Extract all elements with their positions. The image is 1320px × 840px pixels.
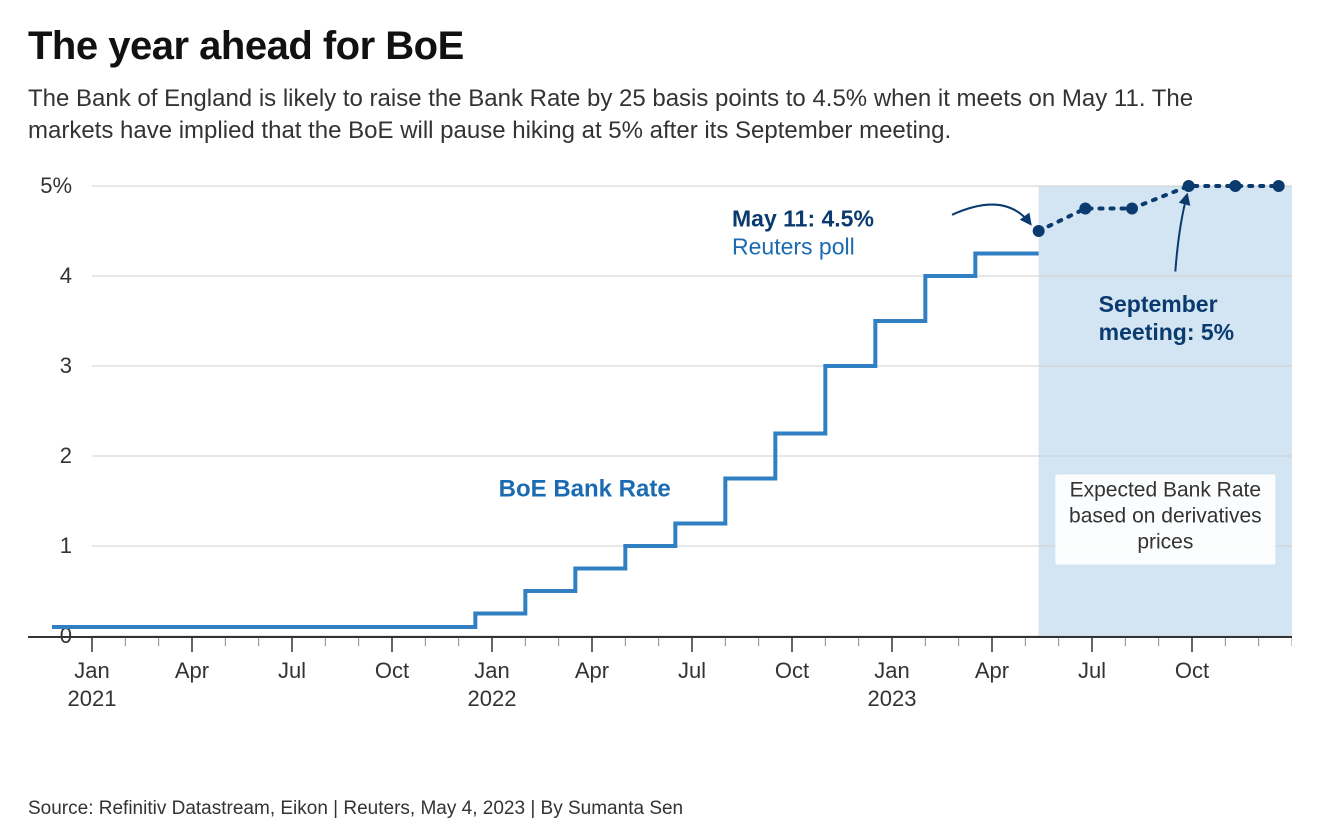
x-tick-label: Jul <box>278 658 306 683</box>
chart-svg: 012345%Jan2021AprJulOctJan2022AprJulOctJ… <box>28 176 1292 736</box>
x-tick-label: Oct <box>375 658 409 683</box>
y-tick-label: 3 <box>60 353 72 378</box>
annotation-sept-line2: meeting: 5% <box>1099 319 1234 345</box>
x-tick-label: Jul <box>678 658 706 683</box>
x-tick-label: Apr <box>975 658 1009 683</box>
forecast-marker <box>1126 202 1138 214</box>
forecast-marker <box>1273 180 1285 192</box>
annotation-expected-line: Expected Bank Rate <box>1070 478 1261 501</box>
forecast-marker <box>1033 225 1045 237</box>
y-tick-label: 4 <box>60 263 72 288</box>
y-tick-label: 2 <box>60 443 72 468</box>
page-subtitle: The Bank of England is likely to raise t… <box>28 83 1228 148</box>
annotation-expected-line: prices <box>1137 530 1193 553</box>
annotation-may-line1: May 11: 4.5% <box>732 205 874 231</box>
annotation-arrow <box>952 204 1030 223</box>
annotation-sept-line1: September <box>1099 291 1218 317</box>
x-tick-label: Oct <box>1175 658 1209 683</box>
x-tick-label: Jan <box>74 658 109 683</box>
chart: 012345%Jan2021AprJulOctJan2022AprJulOctJ… <box>28 176 1292 736</box>
y-tick-label: 1 <box>60 533 72 558</box>
annotation-expected-line: based on derivatives <box>1069 504 1262 527</box>
x-tick-label: Jan <box>474 658 509 683</box>
source-attribution: Source: Refinitiv Datastream, Eikon | Re… <box>28 798 683 820</box>
x-tick-label: Oct <box>775 658 809 683</box>
x-tick-label: Apr <box>175 658 209 683</box>
series-label: BoE Bank Rate <box>499 475 671 502</box>
x-tick-year: 2021 <box>68 686 117 711</box>
x-tick-label: Apr <box>575 658 609 683</box>
annotation-may-line2: Reuters poll <box>732 233 855 259</box>
bank-rate-line <box>52 253 1039 627</box>
x-tick-label: Jan <box>874 658 909 683</box>
forecast-marker <box>1183 180 1195 192</box>
x-tick-year: 2022 <box>468 686 517 711</box>
forecast-marker <box>1079 202 1091 214</box>
x-tick-year: 2023 <box>868 686 917 711</box>
x-tick-label: Jul <box>1078 658 1106 683</box>
y-tick-label: 5% <box>40 176 72 198</box>
forecast-marker <box>1229 180 1241 192</box>
forecast-band <box>1039 186 1292 636</box>
page-title: The year ahead for BoE <box>28 24 1292 69</box>
